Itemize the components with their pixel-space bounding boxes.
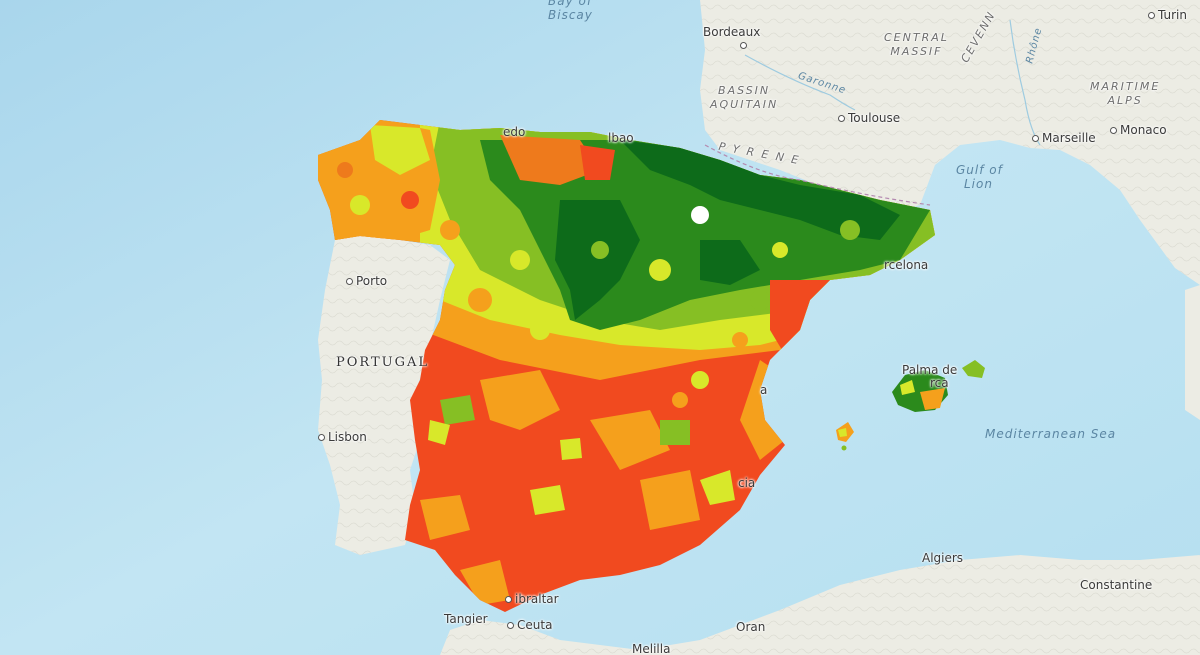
rhone-river — [1009, 19, 1041, 146]
maritime-alps-label: MARITIME ALPS — [1090, 80, 1160, 108]
maritime-alps-line-2: ALPS — [1107, 94, 1143, 107]
city-bordeaux-dot — [740, 38, 747, 52]
garonne-river — [744, 54, 856, 111]
city-alicante-name: cia — [738, 476, 756, 490]
gulf-of-lion-label-2: Lion — [964, 177, 993, 191]
bay-of-biscay-label-1: Bay of — [548, 0, 593, 8]
city-turin-name: Turin — [1158, 8, 1187, 22]
city-dot-icon — [1110, 127, 1117, 134]
city-melilla[interactable]: Melilla — [632, 642, 670, 655]
city-marseille[interactable]: Marseille — [1032, 131, 1096, 145]
city-ceuta[interactable]: Ceuta — [507, 618, 552, 632]
city-turin[interactable]: Turin — [1148, 8, 1187, 22]
central-massif-label: CENTRAL MASSIF — [884, 31, 949, 59]
city-oviedo[interactable]: edo — [503, 125, 525, 139]
city-oran[interactable]: Oran — [736, 620, 765, 634]
city-dot-icon — [505, 596, 512, 603]
city-constantine[interactable]: Constantine — [1080, 578, 1152, 592]
city-monaco-name: Monaco — [1120, 123, 1167, 137]
city-bordeaux[interactable]: Bordeaux — [703, 25, 760, 39]
city-barcelona-name: rcelona — [884, 258, 929, 272]
city-tangier-name: Tangier — [444, 612, 488, 626]
city-bordeaux-name: Bordeaux — [703, 25, 761, 39]
city-valencia[interactable]: a — [760, 383, 767, 397]
city-marseille-name: Marseille — [1042, 131, 1096, 145]
city-bilbao[interactable]: lbao — [608, 131, 634, 145]
city-lisbon-name: Lisbon — [328, 430, 367, 444]
city-lisbon[interactable]: Lisbon — [318, 430, 367, 444]
city-dot-icon — [346, 278, 353, 285]
bassin-aquitain-line-2: AQUITAIN — [710, 98, 779, 111]
city-barcelona[interactable]: rcelona — [884, 258, 928, 272]
city-toulouse-name: Toulouse — [848, 111, 901, 125]
gulf-of-lion-label-1: Gulf of — [956, 163, 1003, 177]
bassin-aquitain-label: BASSIN AQUITAIN — [710, 84, 778, 112]
central-massif-line-1: CENTRAL — [884, 31, 949, 44]
city-palma-suffix-name: rca — [930, 376, 949, 390]
central-massif-line-2: MASSIF — [890, 45, 943, 58]
city-tangier[interactable]: Tangier — [444, 612, 488, 626]
portugal-label: PORTUGAL — [336, 355, 429, 370]
city-oviedo-name: edo — [503, 125, 526, 139]
city-dot-icon — [838, 115, 845, 122]
city-monaco[interactable]: Monaco — [1110, 123, 1167, 137]
city-constantine-name: Constantine — [1080, 578, 1153, 592]
france-terrain — [700, 0, 1200, 285]
city-palma-name: Palma de — [902, 363, 958, 377]
maritime-alps-line-1: MARITIME — [1090, 80, 1161, 93]
bay-of-biscay-label-2: Biscay — [548, 8, 593, 22]
city-dot-icon — [318, 434, 325, 441]
city-bilbao-name: lbao — [608, 131, 634, 145]
city-porto[interactable]: Porto — [346, 274, 387, 288]
city-dot-icon — [1148, 12, 1155, 19]
balearic-islands — [836, 360, 985, 451]
portugal-terrain — [318, 232, 450, 555]
city-gibraltar[interactable]: ibraltar — [505, 592, 559, 606]
menorca — [962, 360, 985, 378]
city-toulouse[interactable]: Toulouse — [838, 111, 900, 125]
city-algiers-name: Algiers — [922, 551, 964, 565]
city-alicante[interactable]: cia — [738, 476, 755, 490]
mediterranean-sea-label: Mediterranean Sea — [985, 427, 1117, 441]
city-melilla-name: Melilla — [632, 642, 671, 655]
city-valencia-name: a — [760, 383, 768, 397]
city-porto-name: Porto — [356, 274, 388, 288]
border-france-spain — [704, 144, 931, 206]
city-algiers[interactable]: Algiers — [922, 551, 963, 565]
africa-terrain — [440, 555, 1200, 655]
city-oran-name: Oran — [736, 620, 766, 634]
bassin-aquitain-line-1: BASSIN — [718, 84, 771, 97]
city-palma[interactable]: Palma de — [902, 363, 957, 377]
city-ceuta-name: Ceuta — [517, 618, 553, 632]
city-dot-icon — [740, 42, 747, 49]
sardinia-land — [1185, 285, 1200, 420]
city-gibraltar-name: ibraltar — [515, 592, 559, 606]
city-palma-suffix: rca — [930, 376, 949, 390]
city-dot-icon — [507, 622, 514, 629]
city-dot-icon — [1032, 135, 1039, 142]
